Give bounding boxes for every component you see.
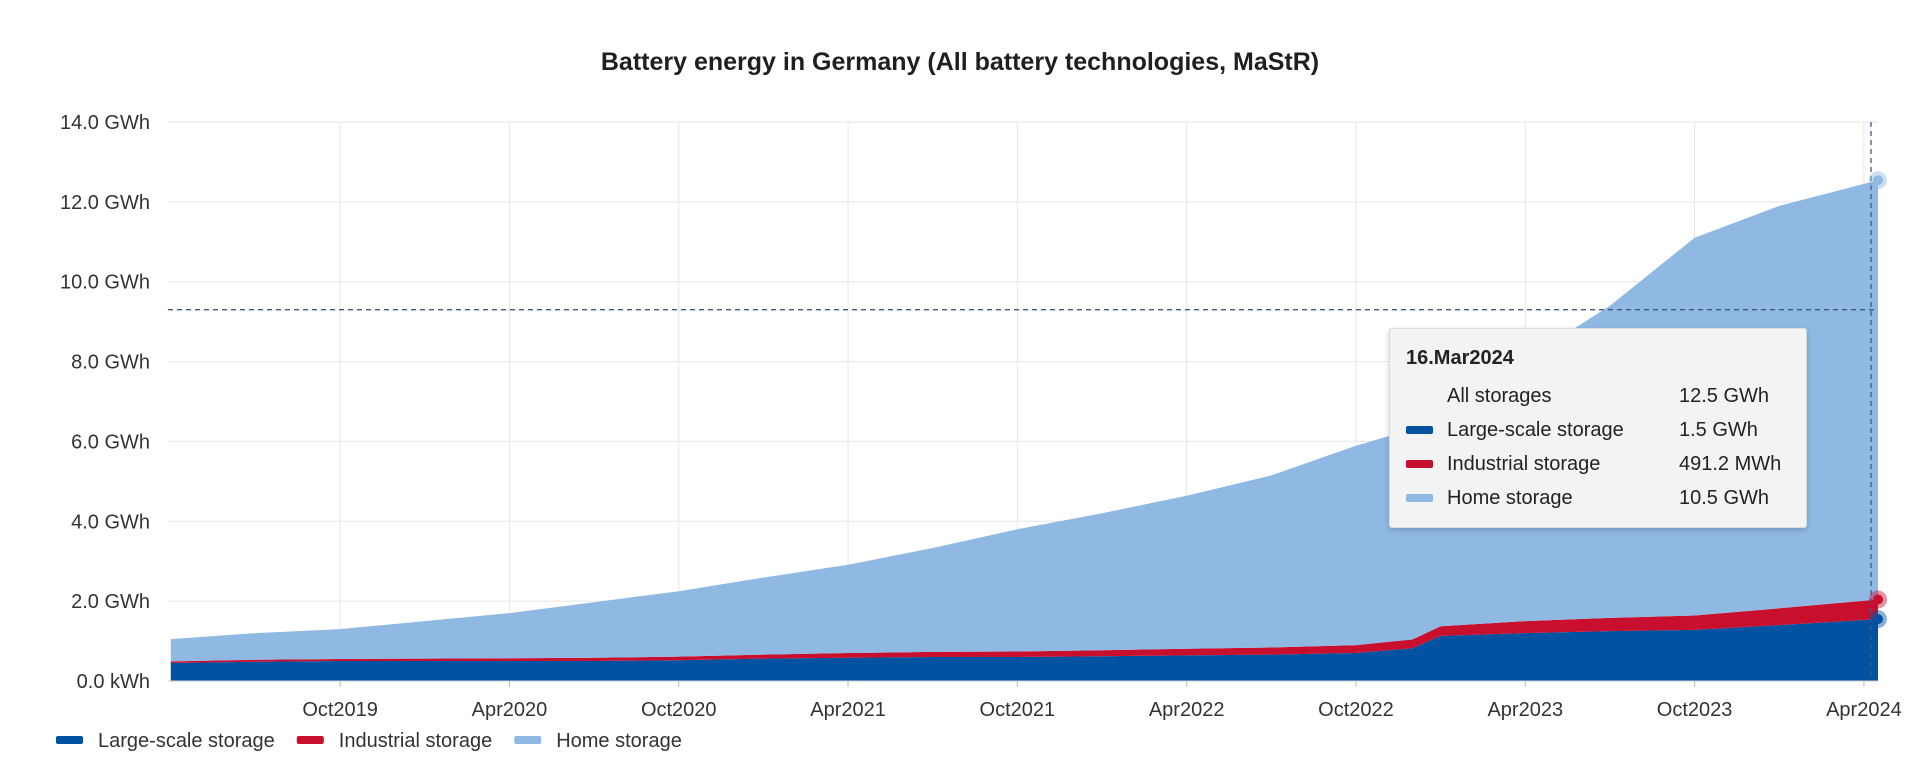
y-tick-label: 12.0 GWh: [60, 192, 150, 214]
chart-title: Battery energy in Germany (All battery t…: [601, 48, 1319, 76]
tooltip-row-large-scale: Large-scale storage 1.5 GWh: [1406, 413, 1790, 447]
x-tick-label: Oct2020: [641, 699, 717, 721]
tooltip-value: 491.2 MWh: [1679, 452, 1782, 475]
legend-label-2[interactable]: Home storage: [556, 730, 682, 752]
x-tick-label: Oct2019: [302, 699, 378, 721]
tooltip-date: 16.Mar2024: [1406, 347, 1514, 369]
legend-label-1[interactable]: Industrial storage: [339, 730, 492, 752]
legend[interactable]: Large-scale storage Industrial storage Hom…: [56, 730, 682, 752]
x-tick-label: Oct2023: [1657, 699, 1733, 721]
stacked-areas[interactable]: [170, 180, 1878, 681]
tooltip-swatch: [1406, 460, 1433, 468]
x-tick-label: Apr2020: [472, 699, 548, 721]
legend-swatch-1: [296, 736, 324, 744]
x-tick-label: Apr2022: [1149, 699, 1225, 721]
hover-markers: [1869, 171, 1887, 629]
marker-point-1: [1873, 594, 1883, 605]
tooltip-value: 10.5 GWh: [1679, 486, 1770, 509]
tooltip-swatch: [1406, 392, 1433, 400]
axes: 0.0 kWh 2.0 GWh 4.0 GWh 6.0 GWh 8.0 GWh 10.0 …: [60, 112, 1902, 721]
y-tick-label: 14.0 GWh: [60, 112, 150, 134]
y-tick-label: 6.0 GWh: [71, 431, 150, 453]
tooltip-label: Large-scale storage: [1447, 418, 1624, 441]
x-tick-label: Oct2022: [1318, 699, 1394, 721]
y-tick-label: 0.0 kWh: [77, 671, 150, 693]
y-tick-label: 2.0 GWh: [71, 591, 150, 613]
tooltip-row-industrial: Industrial storage 491.2 MWh: [1406, 447, 1790, 481]
marker-point-0: [1873, 614, 1883, 625]
x-tick-label: Apr2021: [810, 699, 886, 721]
area-series-2[interactable]: [170, 180, 1878, 662]
tooltip-value: 12.5 GWh: [1679, 384, 1770, 407]
y-tick-label: 8.0 GWh: [71, 352, 150, 374]
tooltip-swatch: [1406, 426, 1433, 434]
reference-lines: [168, 122, 1878, 681]
marker-point-2: [1873, 175, 1883, 186]
legend-swatch-0: [56, 736, 83, 744]
tooltip-row-home: Home storage 10.5 GWh: [1406, 481, 1790, 515]
tooltip-label: All storages: [1447, 384, 1552, 407]
tooltip-label: Industrial storage: [1447, 452, 1601, 475]
tooltip-label: Home storage: [1447, 486, 1573, 509]
y-tick-label: 10.0 GWh: [60, 272, 150, 294]
y-tick-label: 4.0 GWh: [71, 511, 150, 533]
tooltip-row-all: All storages 12.5 GWh: [1406, 379, 1790, 413]
area-series-1[interactable]: [170, 599, 1878, 664]
tooltip: 16.Mar2024 All storages 12.5 GWh Large-s…: [1389, 328, 1807, 528]
legend-label-0[interactable]: Large-scale storage: [98, 730, 275, 752]
x-tick-label: Apr2023: [1487, 699, 1563, 721]
tooltip-swatch: [1406, 494, 1433, 502]
legend-swatch-2: [514, 736, 542, 744]
x-tick-label: Apr2024: [1826, 699, 1902, 721]
x-tick-label: Oct2021: [980, 699, 1056, 721]
area-series-0[interactable]: [170, 619, 1878, 681]
tooltip-value: 1.5 GWh: [1679, 418, 1758, 441]
